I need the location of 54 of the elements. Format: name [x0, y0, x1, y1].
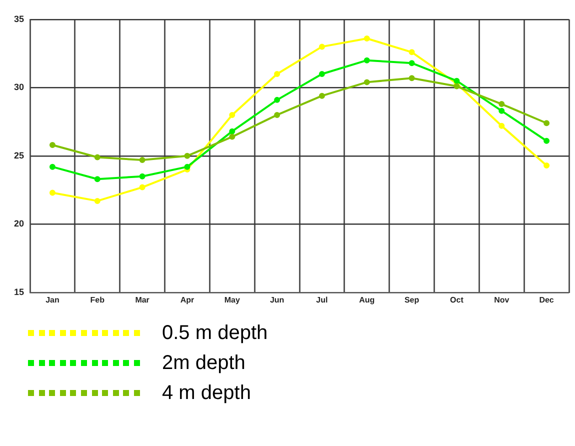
point: [454, 78, 460, 84]
point: [139, 156, 146, 163]
x-tick-label: Apr: [180, 295, 194, 304]
legend-label: 0.5 m depth: [162, 322, 268, 344]
y-tick-label: 15: [14, 286, 24, 297]
point: [274, 71, 280, 77]
point: [364, 79, 370, 86]
point: [408, 75, 415, 82]
y-tick-label: 25: [14, 150, 24, 160]
point: [94, 198, 100, 204]
x-tick-label: Dec: [539, 295, 554, 304]
point: [184, 152, 190, 159]
x-tick-label: Oct: [450, 295, 464, 304]
point: [454, 83, 460, 90]
point: [544, 120, 550, 126]
x-tick-label: Mar: [135, 295, 150, 304]
x-tick-label: Aug: [359, 295, 375, 304]
point: [498, 122, 505, 129]
point: [229, 134, 236, 140]
point: [364, 57, 370, 64]
point: [498, 101, 505, 108]
point: [94, 154, 100, 160]
point: [408, 60, 415, 66]
point: [229, 112, 236, 118]
x-tick-label: Feb: [90, 295, 105, 304]
x-tick-label: Nov: [494, 295, 510, 304]
legend-label: 2m depth: [162, 352, 246, 374]
y-tick-label: 30: [14, 82, 24, 92]
x-tick-label: May: [224, 295, 240, 304]
point: [408, 49, 415, 56]
point: [139, 173, 146, 180]
x-tick-label: Sep: [404, 295, 420, 304]
point: [318, 71, 325, 77]
x-tick-label: Jun: [270, 295, 284, 304]
x-tick-label: Jul: [316, 295, 328, 304]
point: [364, 36, 370, 42]
legend-label: 4 m depth: [162, 382, 251, 404]
point: [184, 164, 190, 170]
point: [274, 112, 280, 118]
point: [139, 184, 146, 190]
y-tick-label: 20: [14, 218, 24, 229]
point: [274, 96, 280, 103]
point: [498, 108, 505, 114]
point: [94, 176, 100, 182]
point: [318, 44, 325, 50]
point: [49, 142, 56, 148]
x-tick-label: Jan: [46, 295, 60, 304]
point: [49, 164, 56, 170]
point: [544, 162, 550, 168]
point: [544, 138, 550, 144]
point: [49, 190, 56, 196]
point: [229, 128, 236, 134]
point: [318, 92, 325, 99]
y-tick-label: 35: [14, 14, 24, 24]
